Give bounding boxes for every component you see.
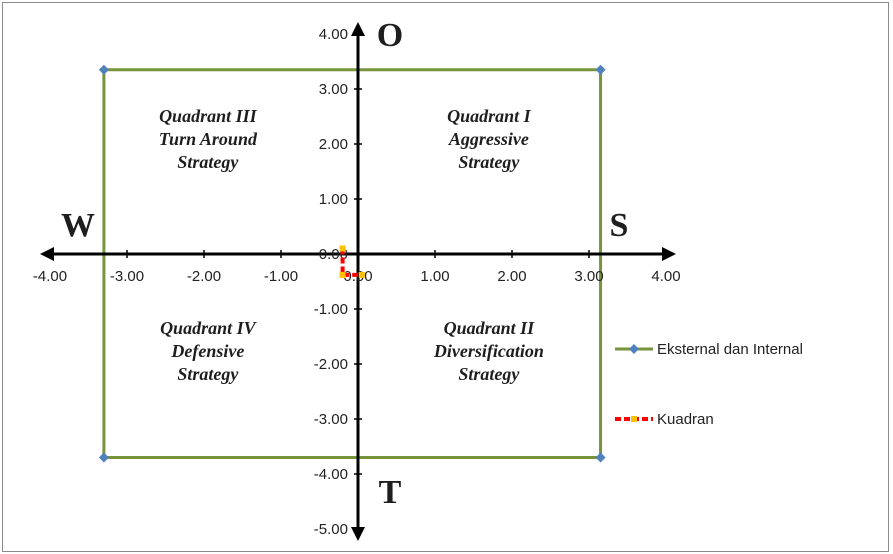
data-point-eksternal-dan-internal bbox=[98, 64, 109, 75]
data-point-eksternal-dan-internal bbox=[595, 452, 606, 463]
x-tick-label: -1.00 bbox=[264, 268, 298, 285]
y-axis-arrow-down-icon bbox=[351, 527, 365, 541]
y-tick-label: 2.00 bbox=[319, 136, 348, 153]
quadrant-label-q1: Aggressive bbox=[448, 129, 529, 149]
y-tick-label: -1.00 bbox=[314, 301, 348, 318]
x-tick-label: -2.00 bbox=[187, 268, 221, 285]
data-point-kuadran bbox=[339, 245, 346, 252]
quadrant-label-q3: Quadrant III bbox=[159, 106, 258, 126]
series-line-eksternal-dan-internal bbox=[102, 68, 603, 459]
legend-marker-eksternal-dan-internal bbox=[629, 344, 639, 354]
y-tick-label: -2.00 bbox=[314, 356, 348, 373]
quadrant-label-q3: Strategy bbox=[177, 152, 239, 172]
x-axis-arrow-right-icon bbox=[662, 247, 676, 261]
y-tick-label: -4.00 bbox=[314, 466, 348, 483]
y-axis-arrow-up-icon bbox=[351, 22, 365, 36]
x-tick-label: -3.00 bbox=[110, 268, 144, 285]
legend-label-eksternal-dan-internal: Eksternal dan Internal bbox=[657, 341, 803, 358]
direction-label-bottom: T bbox=[379, 474, 402, 511]
quadrant-label-q2: Strategy bbox=[458, 364, 520, 384]
y-tick-label: -5.00 bbox=[314, 521, 348, 538]
x-tick-label: -4.00 bbox=[33, 268, 67, 285]
x-tick-label: 2.00 bbox=[497, 268, 526, 285]
legend-marker-kuadran bbox=[631, 416, 637, 422]
x-tick-label: 4.00 bbox=[651, 268, 680, 285]
quadrant-label-q4: Strategy bbox=[177, 364, 239, 384]
x-tick-label: 1.00 bbox=[420, 268, 449, 285]
quadrant-label-q3: Turn Around bbox=[159, 129, 258, 149]
legend-label-kuadran: Kuadran bbox=[657, 411, 714, 428]
y-tick-label: 1.00 bbox=[319, 191, 348, 208]
y-tick-label: 4.00 bbox=[319, 26, 348, 43]
series-line-kuadran bbox=[340, 248, 362, 277]
x-tick-label: 3.00 bbox=[574, 268, 603, 285]
direction-label-right: S bbox=[610, 207, 629, 244]
quadrant-label-q2: Diversification bbox=[433, 341, 544, 361]
x-axis-arrow-left-icon bbox=[40, 247, 54, 261]
direction-label-top: O bbox=[377, 17, 403, 54]
data-point-kuadran bbox=[358, 271, 365, 278]
data-point-eksternal-dan-internal bbox=[595, 64, 606, 75]
y-tick-label: 3.00 bbox=[319, 81, 348, 98]
direction-label-left: W bbox=[61, 207, 95, 244]
quadrant-label-q2: Quadrant II bbox=[444, 318, 536, 338]
data-point-eksternal-dan-internal bbox=[98, 452, 109, 463]
y-tick-label: -3.00 bbox=[314, 411, 348, 428]
quadrant-label-q1: Strategy bbox=[458, 152, 520, 172]
data-point-kuadran bbox=[339, 271, 346, 278]
quadrant-label-q1: Quadrant I bbox=[447, 106, 532, 126]
quadrant-label-q4: Defensive bbox=[170, 341, 244, 361]
swot-quadrant-chart: -4.00 -3.00 -2.00 -1.00 0.00 1.00 2.00 3.00 4.00… bbox=[33, 17, 803, 541]
quadrant-label-q4: Quadrant IV bbox=[160, 318, 258, 338]
